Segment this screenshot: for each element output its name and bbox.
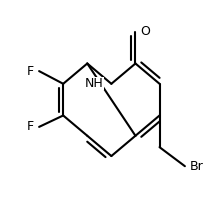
Text: F: F xyxy=(27,65,34,78)
Text: O: O xyxy=(140,25,150,38)
Text: NH: NH xyxy=(85,77,104,90)
Text: F: F xyxy=(27,120,34,133)
Text: Br: Br xyxy=(190,160,204,173)
